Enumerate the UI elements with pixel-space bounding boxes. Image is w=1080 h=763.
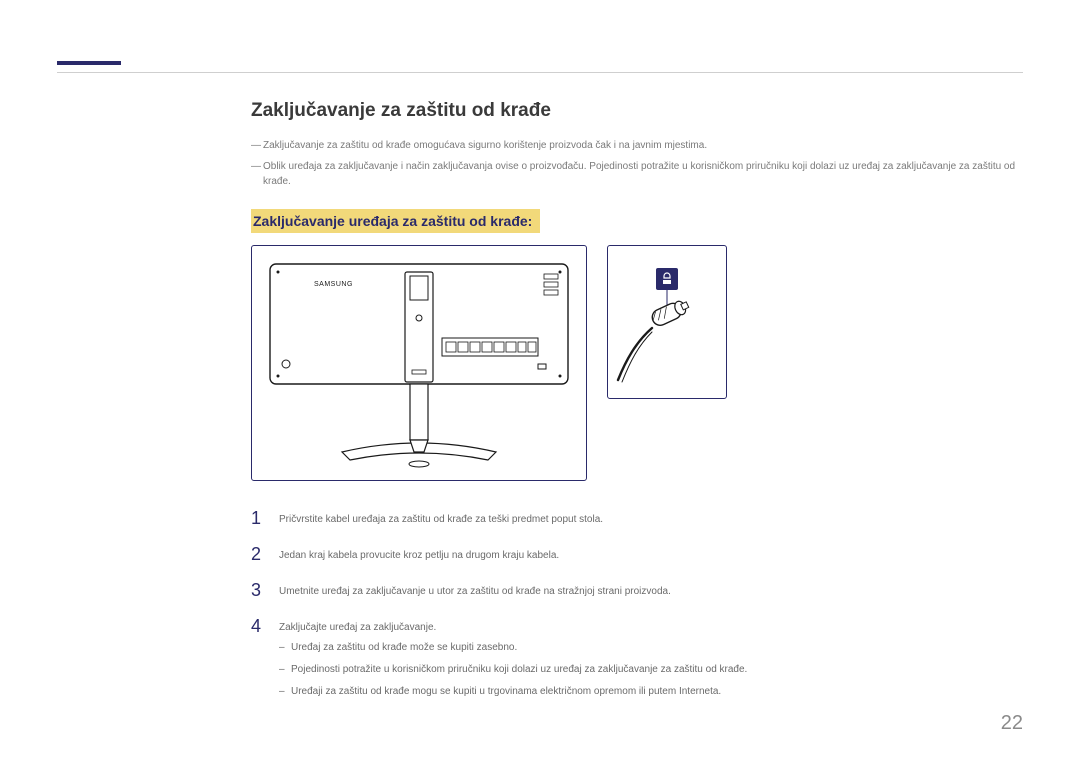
section-heading: Zaključavanje za zaštitu od krađe [251,100,1023,122]
monitor-diagram: SAMSUNG [251,245,587,481]
step-item: 1 Pričvrstite kabel uređaja za zaštitu o… [251,509,1023,527]
lock-svg [608,246,726,398]
page-root: Zaključavanje za zaštitu od krađe Zaklju… [0,0,1080,763]
sub-heading: Zaključavanje uređaja za zaštitu od krađ… [251,209,540,233]
step-4-text: Zaključajte uređaj za zaključavanje. [279,622,436,633]
note-line: Zaključavanje za zaštitu od krađe omoguć… [251,138,1023,153]
step-text: Umetnite uređaj za zaključavanje u utor … [279,581,671,599]
steps-list: 1 Pričvrstite kabel uređaja za zaštitu o… [251,509,1023,705]
header-rule [57,72,1023,73]
step-number: 1 [251,509,279,527]
step-text: Jedan kraj kabela provucite kroz petlju … [279,545,559,563]
step-item: 3 Umetnite uređaj za zaključavanje u uto… [251,581,1023,599]
step-text: Zaključajte uređaj za zaključavanje. Ure… [279,617,747,705]
page-number: 22 [1001,712,1023,735]
sub-bullet: Pojedinosti potražite u korisničkom prir… [279,661,747,679]
brand-label: SAMSUNG [314,281,353,288]
lock-detail-diagram [607,245,727,399]
sub-bullet: Uređaji za zaštitu od krađe mogu se kupi… [279,683,747,701]
sub-bullets: Uređaj za zaštitu od krađe može se kupit… [279,639,747,701]
sub-bullet: Uređaj za zaštitu od krađe može se kupit… [279,639,747,657]
subheading-wrap: Zaključavanje uređaja za zaštitu od krađ… [251,209,1023,233]
header-accent-bar [57,61,121,65]
note-line: Oblik uređaja za zaključavanje i način z… [251,159,1023,189]
step-number: 4 [251,617,279,635]
diagram-row: SAMSUNG [251,245,1023,481]
step-text: Pričvrstite kabel uređaja za zaštitu od … [279,509,603,527]
step-item: 4 Zaključajte uređaj za zaključavanje. U… [251,617,1023,705]
step-item: 2 Jedan kraj kabela provucite kroz petlj… [251,545,1023,563]
content-area: Zaključavanje za zaštitu od krađe Zaklju… [251,100,1023,715]
monitor-svg: SAMSUNG [252,246,586,480]
step-number: 2 [251,545,279,563]
step-number: 3 [251,581,279,599]
